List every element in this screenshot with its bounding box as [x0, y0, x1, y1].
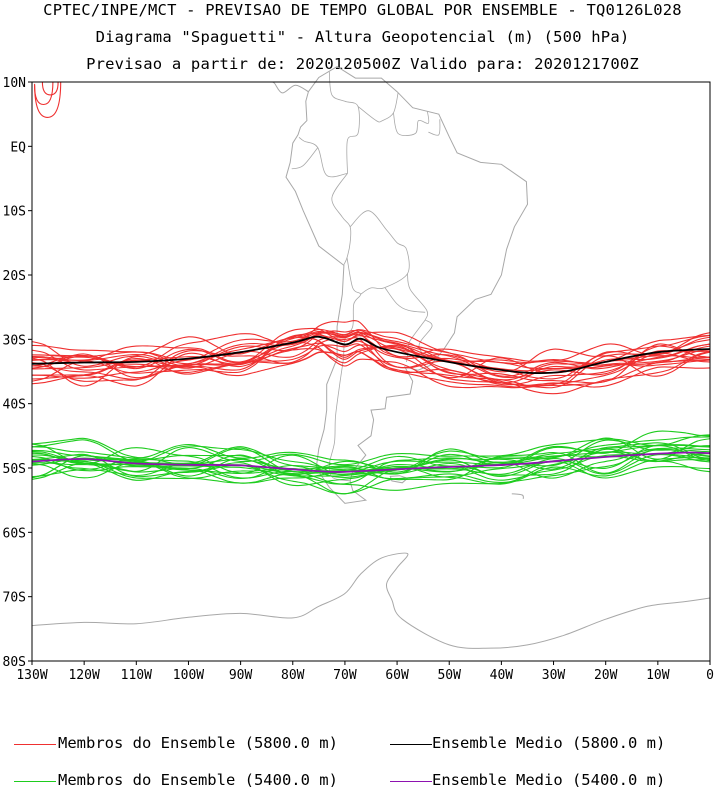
member-5800-line-18 [31, 329, 711, 372]
legend-label-members-5800: Membros do Ensemble (5800.0 m) [58, 734, 338, 752]
title-line-1: CPTEC/INPE/MCT - PREVISAO DE TEMPO GLOBA… [43, 1, 682, 19]
lon-tick-label: 20W [594, 668, 618, 683]
member-5800-line-19 [31, 344, 711, 387]
member-5400-line-11 [31, 434, 711, 472]
members-5800-lines [31, 81, 711, 395]
mean-5400-line [31, 451, 711, 473]
lon-tick-label: 10W [646, 668, 670, 683]
map-frame [31, 81, 711, 662]
lon-tick-label: 100W [173, 668, 204, 683]
members-5400-lines [31, 430, 711, 495]
mean-5800-line [31, 335, 711, 375]
lon-tick-label: 30W [542, 668, 566, 683]
lon-tick-label: 0 [706, 668, 714, 683]
antarctica-coast [31, 552, 711, 649]
border-4 [328, 257, 362, 482]
border-12 [428, 119, 441, 136]
border-9 [384, 287, 426, 313]
legend-swatch-mean-5400 [390, 781, 432, 782]
lat-tick-label: 10N [3, 76, 26, 91]
lon-tick-label: 60W [385, 668, 409, 683]
lat-tick-label: 50S [3, 462, 26, 477]
member-5800-line-7 [31, 341, 711, 389]
lon-tick-label: 70W [333, 668, 357, 683]
member-5400-line-10 [31, 444, 711, 476]
south-america-coast [285, 66, 529, 504]
lat-tick-label: 10S [3, 205, 26, 220]
legend-swatch-members-5800 [14, 744, 56, 745]
border-2 [291, 147, 319, 170]
title-line-2: Diagrama "Spaguetti" - Altura Geopotenci… [95, 28, 630, 46]
member-5800-line-20 [31, 331, 711, 365]
border-11 [393, 110, 430, 136]
legend-label-mean-5800: Ensemble Medio (5800.0 m) [432, 734, 666, 752]
member-5800-line-2 [31, 335, 711, 386]
falkland-islands [389, 475, 409, 484]
lat-tick-label: 60S [3, 526, 26, 541]
lon-tick-label: 80W [281, 668, 305, 683]
member-5400-line-19 [31, 447, 711, 485]
member-5400-line-18 [31, 436, 711, 474]
lon-tick-label: 130W [16, 668, 47, 683]
lat-tick-label: EQ [10, 140, 26, 155]
border-1 [298, 136, 348, 178]
member-5800-line-15 [31, 329, 711, 379]
lon-tick-label: 40W [490, 668, 514, 683]
legend-swatch-mean-5800 [390, 744, 432, 745]
member-5800-line-14 [31, 351, 711, 389]
member-5800-line-12 [31, 331, 711, 377]
lon-tick-label: 120W [68, 668, 99, 683]
lon-tick-label: 90W [229, 668, 253, 683]
lon-tick-label: 110W [121, 668, 152, 683]
lat-tick-label: 70S [3, 591, 26, 606]
member-5800-line-3 [31, 342, 711, 387]
border-10 [357, 92, 399, 123]
border-7 [406, 319, 426, 362]
lat-tick-label: 40S [3, 398, 26, 413]
lon-tick-label: 50W [437, 668, 461, 683]
legend-label-members-5400: Membros do Ensemble (5400.0 m) [58, 771, 338, 789]
border-3 [331, 173, 352, 265]
border-6 [407, 273, 429, 321]
corner-contour-3 [41, 81, 59, 96]
ensemble-mean-lines [31, 335, 711, 473]
south-georgia [511, 493, 524, 500]
lat-tick-label: 80S [3, 655, 26, 670]
member-5800-line-16 [31, 336, 711, 395]
central-america-coast [271, 81, 309, 94]
lat-tick-label: 30S [3, 333, 26, 348]
corner-contour-2 [34, 81, 62, 118]
legend-label-mean-5400: Ensemble Medio (5400.0 m) [432, 771, 666, 789]
member-5400-line-15 [31, 442, 711, 471]
legend-swatch-members-5400 [14, 781, 56, 782]
member-5400-line-12 [31, 459, 711, 495]
member-5400-line-17 [31, 454, 711, 487]
coastlines [31, 66, 711, 649]
border-5 [349, 210, 410, 295]
title-line-3: Previsao a partir de: 2020120500Z Valido… [86, 55, 639, 73]
corner-contour-1 [34, 81, 54, 106]
border-0 [328, 71, 360, 174]
lat-tick-label: 20S [3, 269, 26, 284]
